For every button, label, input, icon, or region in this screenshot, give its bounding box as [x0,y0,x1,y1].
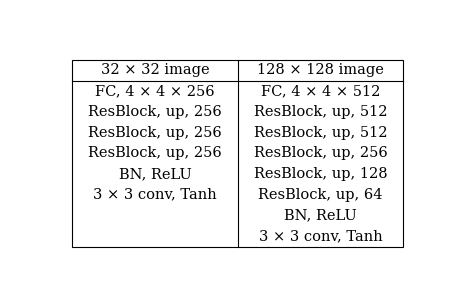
Text: ResBlock, up, 256: ResBlock, up, 256 [88,125,221,140]
Text: 128 × 128 image: 128 × 128 image [257,63,383,77]
Text: FC, 4 × 4 × 256: FC, 4 × 4 × 256 [95,84,214,98]
Text: 3 × 3 conv, Tanh: 3 × 3 conv, Tanh [93,188,217,202]
Text: FC, 4 × 4 × 512: FC, 4 × 4 × 512 [260,84,379,98]
Text: ResBlock, up, 128: ResBlock, up, 128 [253,167,387,181]
Text: ResBlock, up, 256: ResBlock, up, 256 [88,146,221,160]
Text: 32 × 32 image: 32 × 32 image [100,63,209,77]
Text: ResBlock, up, 64: ResBlock, up, 64 [258,188,382,202]
Text: BN, ReLU: BN, ReLU [283,208,356,222]
Text: ResBlock, up, 256: ResBlock, up, 256 [253,146,387,160]
Text: ResBlock, up, 512: ResBlock, up, 512 [253,105,387,119]
Text: 3 × 3 conv, Tanh: 3 × 3 conv, Tanh [258,229,382,243]
Bar [72,60,402,247]
Text: ResBlock, up, 512: ResBlock, up, 512 [253,125,387,140]
Text: BN, ReLU: BN, ReLU [119,167,191,181]
Text: ResBlock, up, 256: ResBlock, up, 256 [88,105,221,119]
